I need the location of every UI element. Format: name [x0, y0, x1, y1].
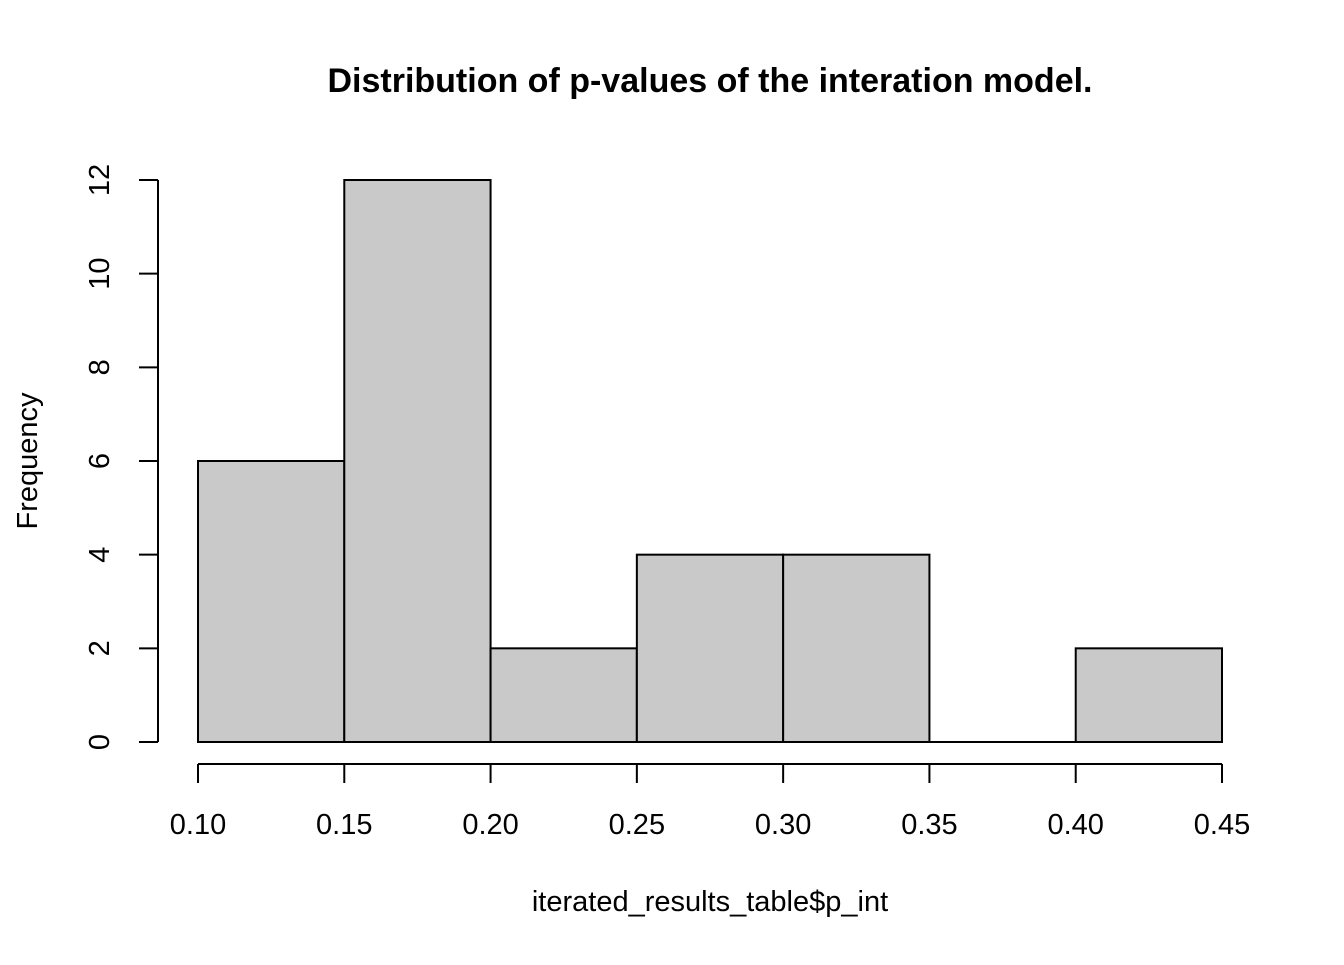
- histogram-bar: [343, 179, 492, 743]
- y-tick-label: 4: [84, 547, 116, 563]
- histogram-bar: [489, 647, 638, 743]
- x-tick-label: 0.35: [901, 809, 957, 841]
- chart-title: Distribution of p-values of the interati…: [327, 62, 1092, 100]
- x-tick-label: 0.25: [609, 809, 665, 841]
- y-tick-label: 6: [84, 453, 116, 469]
- x-tick-label: 0.15: [316, 809, 372, 841]
- histogram-bar: [782, 553, 931, 744]
- x-tick-label: 0.45: [1194, 809, 1250, 841]
- y-tick-label: 12: [84, 164, 116, 196]
- x-tick-label: 0.20: [462, 809, 518, 841]
- x-axis: 0.10 0.15 0.20 0.25 0.30 0.35 0.40 0.45: [170, 763, 1250, 841]
- y-tick-label: 10: [84, 258, 116, 290]
- x-tick-label: 0.40: [1047, 809, 1103, 841]
- y-tick-label: 2: [84, 640, 116, 656]
- x-tick-label: 0.10: [170, 809, 226, 841]
- y-axis: 0 2 4 6 8 10 12: [84, 164, 159, 750]
- y-tick-label: 0: [84, 734, 116, 750]
- histogram-bar: [1074, 647, 1223, 743]
- histogram-bar: [635, 553, 785, 744]
- histogram-bars: [197, 179, 1223, 744]
- histogram-bar: [197, 460, 346, 743]
- y-tick-label: 8: [84, 359, 116, 375]
- y-axis-label: Frequency: [12, 392, 44, 530]
- x-axis-label: iterated_results_table$p_int: [532, 886, 888, 918]
- x-tick-label: 0.30: [755, 809, 811, 841]
